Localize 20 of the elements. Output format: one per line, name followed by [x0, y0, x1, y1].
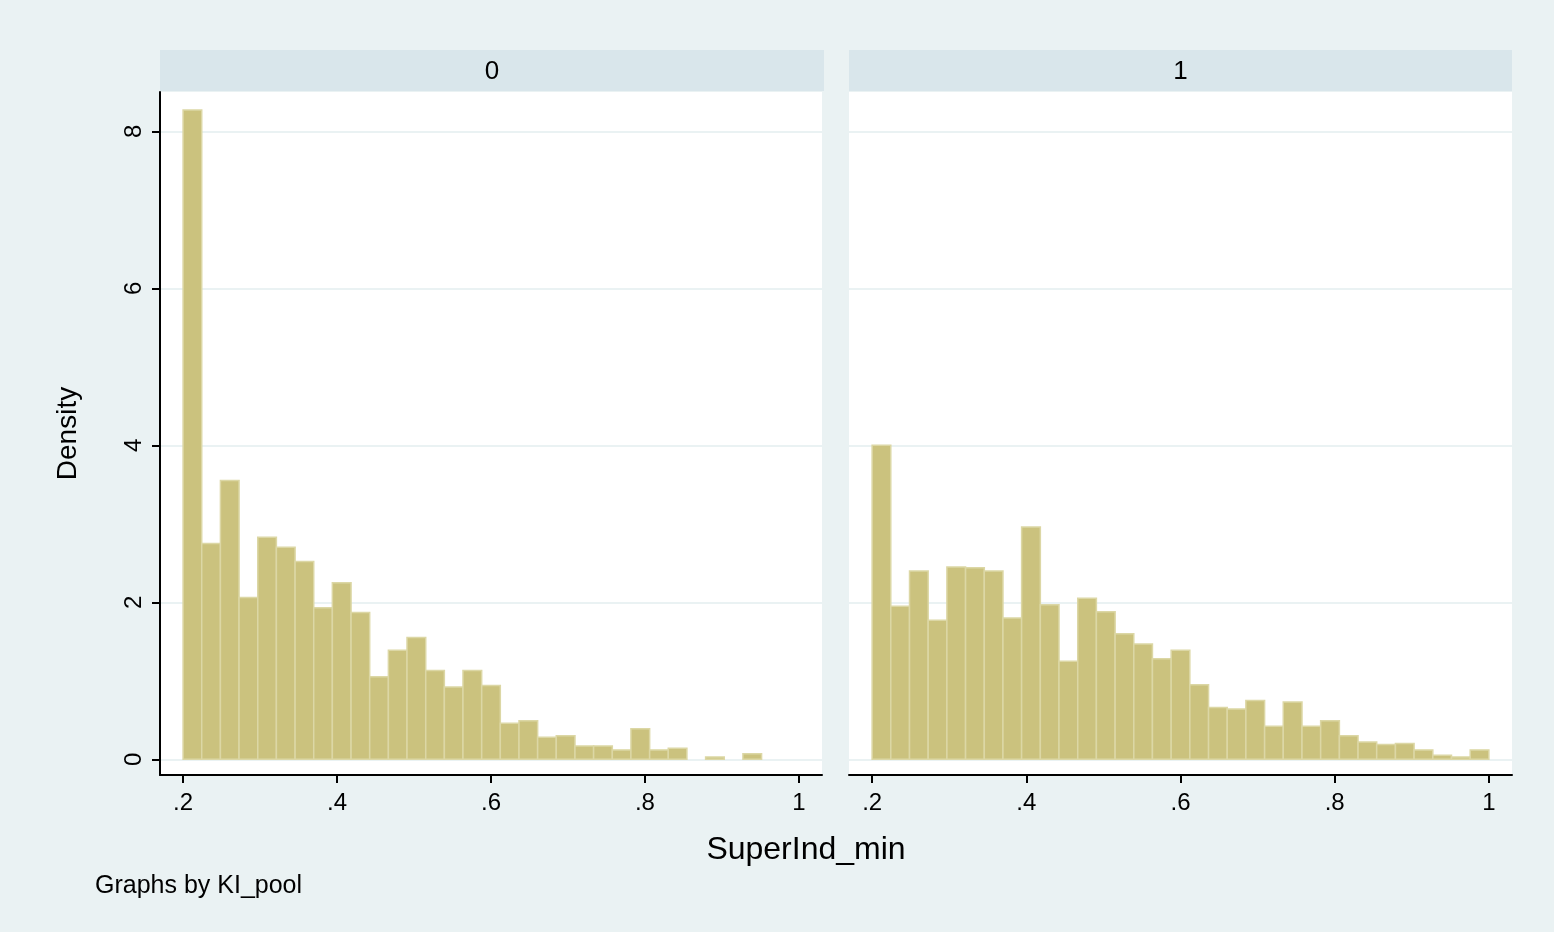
y-tick-label: 2 [118, 595, 146, 609]
y-tick-label: 6 [118, 281, 146, 295]
x-tick-label: .6 [1170, 787, 1191, 815]
y-tick-label: 4 [118, 438, 146, 452]
x-tick-label: 1 [792, 787, 806, 815]
x-tick-label: .4 [327, 787, 348, 815]
y-tick-label: 8 [118, 124, 146, 138]
y-tick-label: 0 [118, 752, 146, 766]
chart-title: 0 [160, 50, 824, 91]
x-tick-label: 1 [1482, 787, 1496, 815]
x-tick-label: .4 [1016, 787, 1037, 815]
x-tick-label: .8 [1324, 787, 1345, 815]
y-axis-title: Density [50, 386, 82, 481]
x-tick-label: .6 [480, 787, 502, 815]
chart-title: 1 [849, 50, 1512, 91]
x-tick-label: .2 [173, 787, 194, 815]
x-axis-title: SuperInd_min [705, 830, 907, 867]
x-tick-label: .2 [862, 787, 883, 815]
text: Graphs by KI_pool [95, 870, 303, 899]
x-tick-label: .8 [634, 787, 655, 815]
